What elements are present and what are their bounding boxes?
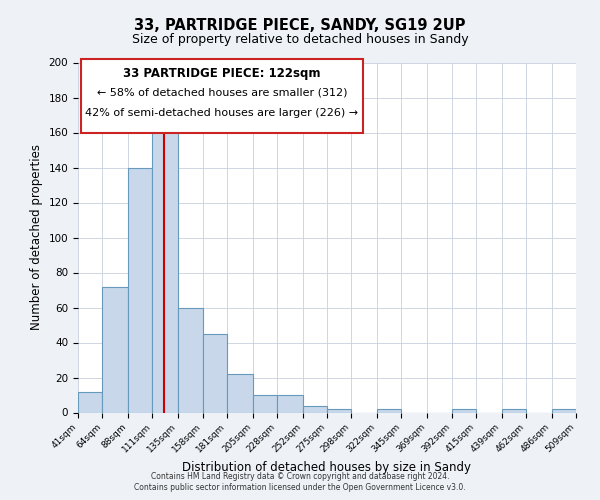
- X-axis label: Distribution of detached houses by size in Sandy: Distribution of detached houses by size …: [182, 462, 472, 474]
- Text: 33 PARTRIDGE PIECE: 122sqm: 33 PARTRIDGE PIECE: 122sqm: [123, 68, 321, 80]
- Text: 42% of semi-detached houses are larger (226) →: 42% of semi-detached houses are larger (…: [85, 108, 359, 118]
- Y-axis label: Number of detached properties: Number of detached properties: [30, 144, 43, 330]
- Bar: [253, 395, 277, 412]
- Text: Size of property relative to detached houses in Sandy: Size of property relative to detached ho…: [131, 32, 469, 46]
- Bar: [452, 409, 476, 412]
- Text: Contains public sector information licensed under the Open Government Licence v3: Contains public sector information licen…: [134, 483, 466, 492]
- Bar: [103, 286, 128, 412]
- Text: 33, PARTRIDGE PIECE, SANDY, SG19 2UP: 33, PARTRIDGE PIECE, SANDY, SG19 2UP: [134, 18, 466, 32]
- Bar: [327, 409, 352, 412]
- Bar: [203, 334, 227, 412]
- Bar: [227, 374, 253, 412]
- Bar: [128, 168, 152, 412]
- Bar: [152, 124, 178, 412]
- Bar: [502, 409, 526, 412]
- Bar: [78, 392, 103, 412]
- Bar: [551, 409, 576, 412]
- Text: Contains HM Land Registry data © Crown copyright and database right 2024.: Contains HM Land Registry data © Crown c…: [151, 472, 449, 481]
- Bar: [178, 308, 203, 412]
- Text: ← 58% of detached houses are smaller (312): ← 58% of detached houses are smaller (31…: [97, 88, 347, 98]
- Bar: [302, 406, 327, 412]
- Bar: [277, 395, 302, 412]
- Bar: [377, 409, 401, 412]
